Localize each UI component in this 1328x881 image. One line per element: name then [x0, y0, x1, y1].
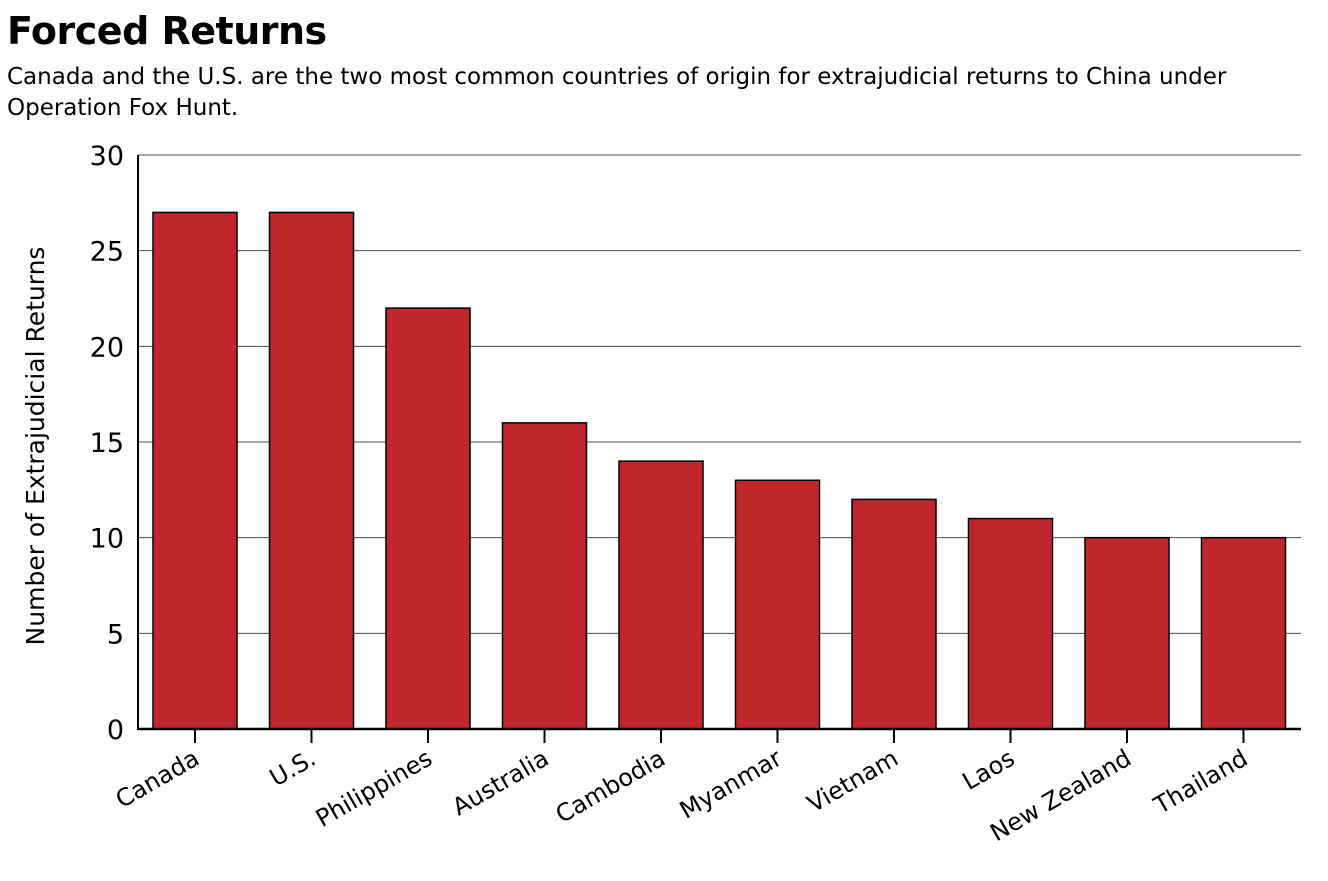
chart-subtitle: Canada and the U.S. are the two most com…: [7, 64, 1227, 121]
y-tick-label: 30: [90, 141, 124, 172]
bar-cambodia: [618, 460, 704, 730]
x-tick-label: Thailand: [1148, 744, 1252, 820]
y-tick-label: 25: [90, 237, 124, 268]
y-axis-label: Number of Extrajudicial Returns: [21, 247, 50, 646]
y-tick-label: 0: [107, 715, 124, 746]
bar-vietnam: [851, 498, 937, 730]
bar-u-s: [268, 211, 355, 730]
bar-new-zealand: [1084, 536, 1170, 730]
bar-laos: [967, 517, 1054, 730]
bar-philippines: [385, 307, 471, 730]
y-tick-label: 5: [107, 619, 124, 650]
x-tick-label: Philippines: [311, 744, 437, 833]
x-tick-label: Vietnam: [802, 744, 903, 818]
y-tick-label: 15: [90, 428, 124, 459]
bar-canada: [152, 211, 238, 730]
bar-thailand: [1200, 536, 1287, 730]
x-tick-label: Cambodia: [551, 744, 670, 829]
y-tick-labels: 0 5 10 15 20 25 30: [90, 141, 124, 746]
x-tick-label: Australia: [448, 744, 554, 821]
x-tick-label: U.S.: [265, 744, 321, 792]
x-tick-label: Canada: [111, 744, 204, 814]
chart-title: Forced Returns: [7, 9, 327, 53]
x-tick-label: Laos: [958, 744, 1020, 796]
axes: [137, 155, 1301, 743]
y-tick-label: 20: [90, 332, 124, 363]
y-tick-label: 10: [90, 524, 124, 555]
bar-australia: [501, 422, 588, 730]
x-tick-label: Myanmar: [675, 744, 787, 825]
bars: [152, 211, 1287, 730]
bar-myanmar: [734, 479, 821, 730]
